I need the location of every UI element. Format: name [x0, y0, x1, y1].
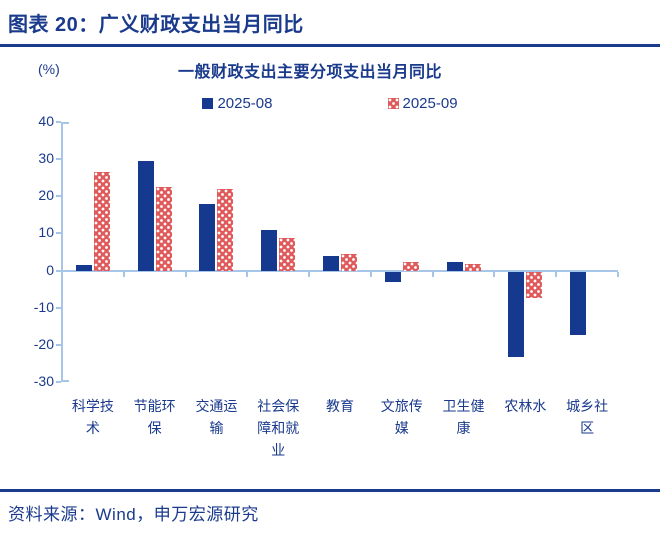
y-axis-tick	[56, 121, 61, 123]
legend-label-series1: 2025-08	[217, 95, 273, 112]
bar-2025-09-cat5	[341, 253, 357, 271]
x-axis-category-label: 卫生健康	[442, 398, 485, 436]
y-axis-tick	[56, 158, 61, 161]
y-axis-tick	[56, 381, 61, 383]
bar-2025-09-cat6	[402, 262, 419, 271]
x-axis-category-label: 文旅传媒	[380, 398, 423, 436]
bar-2025-08-cat9	[570, 271, 587, 335]
legend-item-series1: 2025-08	[202, 95, 273, 112]
legend-label-series2: 2025-09	[402, 95, 458, 112]
y-axis-tick-label: -30	[33, 373, 54, 389]
bar-2025-08-cat1	[75, 265, 92, 271]
x-axis-category-label: 农林水	[504, 398, 547, 414]
bar-2025-08-cat5	[323, 256, 339, 271]
bar-chart-plot-area: 40 30 20 10 0 -10 -20 -30 科学技术 节能环保 交通运输 社会保障和就业 教育 文…	[34, 113, 619, 458]
bar-2025-09-cat7	[464, 263, 481, 271]
x-axis-tick	[493, 271, 496, 277]
x-axis-category-label: 社会保障和就业	[257, 398, 300, 458]
y-axis-top-tick	[61, 122, 69, 124]
x-axis-tick	[184, 271, 187, 277]
y-axis-tick-label: -10	[33, 298, 54, 315]
x-axis-tick	[246, 271, 249, 277]
x-axis-tick	[555, 271, 558, 277]
legend-item-series2: 2025-09	[387, 95, 458, 112]
bar-2025-08-cat2	[137, 161, 154, 271]
bar-2025-08-cat6	[384, 271, 401, 282]
bar-2025-09-cat2	[155, 187, 172, 271]
y-axis-tick-label: 20	[38, 187, 54, 204]
y-axis-tick	[56, 195, 61, 198]
bar-2025-08-cat7	[446, 262, 463, 271]
x-axis-category-label: 交通运输	[195, 398, 238, 436]
chart-title: 一般财政支出主要分项支出当月同比	[177, 64, 442, 81]
footer-divider	[0, 489, 660, 492]
figure-title: 图表 20：广义财政支出当月同比	[8, 14, 304, 36]
y-axis-tick	[56, 269, 61, 272]
x-axis-tick	[122, 271, 125, 277]
y-axis-tick-label: 30	[38, 150, 54, 167]
y-axis-tick-label: 40	[38, 113, 54, 129]
x-axis-zero-line	[62, 269, 618, 272]
y-axis-line	[61, 122, 63, 382]
y-axis-unit-label: (%)	[38, 61, 60, 77]
bar-2025-09-cat1	[93, 172, 110, 271]
y-axis-tick	[56, 343, 61, 346]
bar-2025-09-cat4	[279, 238, 296, 271]
x-axis-tick	[431, 271, 434, 277]
x-axis-category-label: 节能环保	[133, 398, 176, 436]
x-axis-tick	[308, 271, 311, 277]
y-axis-tick-label: 0	[46, 261, 54, 278]
x-axis-category-label: 科学技术	[71, 398, 114, 436]
x-axis-category-label: 教育	[326, 398, 354, 414]
bar-2025-08-cat8	[508, 271, 525, 357]
y-axis-tick	[56, 232, 61, 235]
bar-2025-08-cat4	[261, 230, 278, 271]
x-axis-tick	[617, 271, 619, 277]
y-axis-tick	[56, 306, 61, 309]
x-axis-tick	[369, 271, 372, 277]
y-axis-tick-label: -20	[33, 335, 54, 352]
y-axis-tick-label: 10	[38, 224, 54, 241]
legend-marker-series2	[387, 98, 399, 109]
bar-2025-08-cat3	[199, 203, 216, 271]
chart-legend: 2025-08 2025-09	[0, 95, 660, 112]
legend-marker-series1	[202, 98, 214, 109]
x-axis-category-label: 城乡社区	[566, 398, 609, 436]
source-attribution: 资料来源：Wind，申万宏源研究	[8, 505, 259, 524]
y-axis-bottom-tick	[61, 380, 69, 382]
bar-2025-09-cat8	[526, 271, 543, 298]
figure-header: 图表 20：广义财政支出当月同比	[0, 0, 660, 47]
bar-2025-09-cat3	[217, 188, 234, 271]
